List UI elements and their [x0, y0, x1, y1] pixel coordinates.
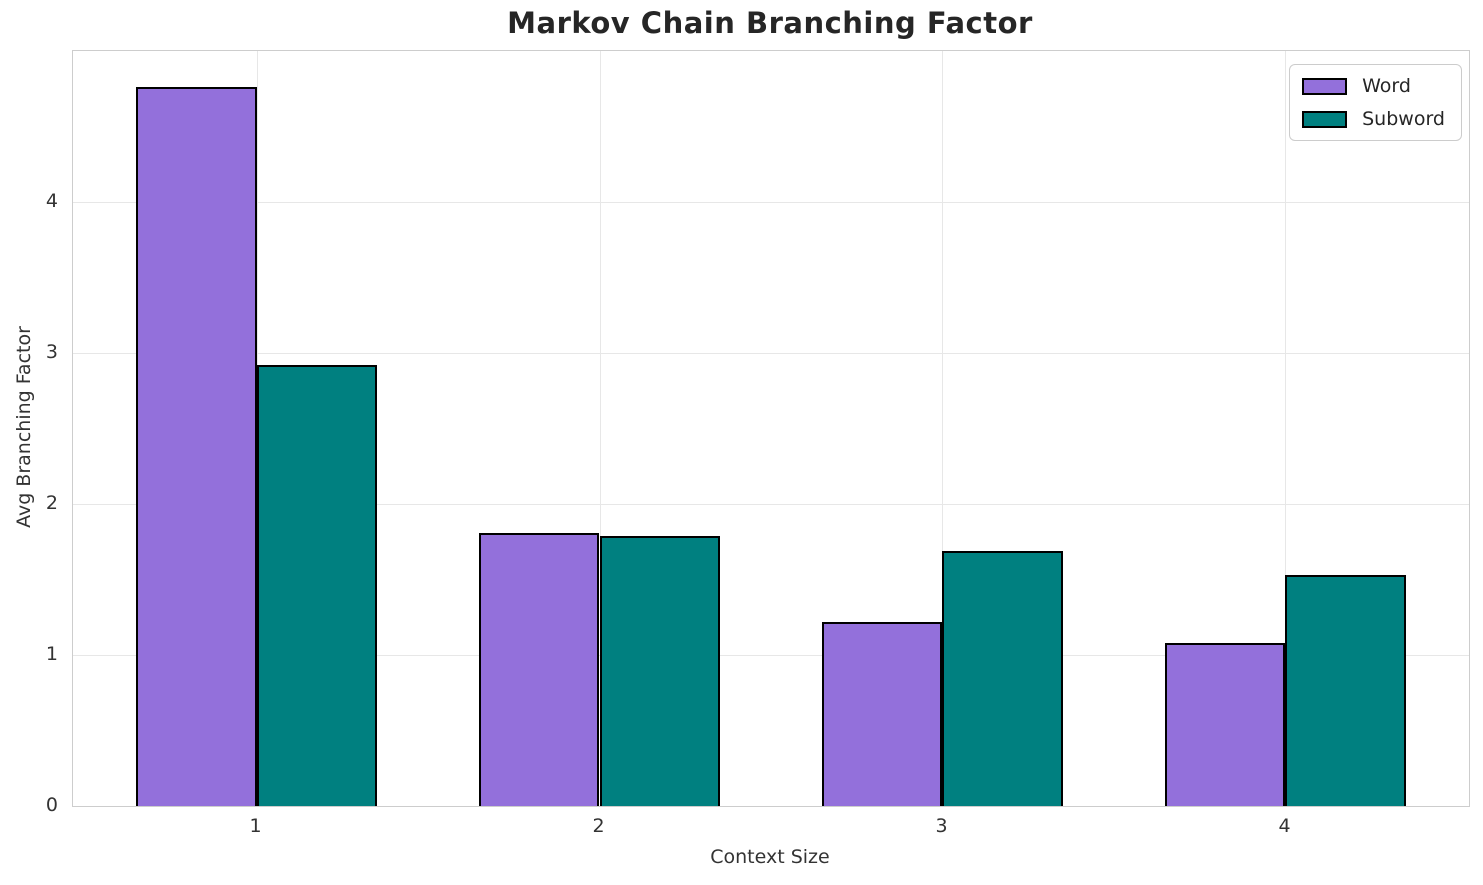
x-tick-1: 1 [249, 815, 262, 837]
gridline-x-4 [1285, 51, 1287, 806]
gridline-y-4 [73, 202, 1469, 203]
legend-swatch-word [1302, 77, 1348, 95]
bar-subword-2 [599, 535, 720, 806]
y-tick-4: 4 [45, 190, 58, 212]
legend-label-subword: Subword [1362, 108, 1445, 130]
bar-word-1 [136, 87, 257, 806]
chart-title: Markov Chain Branching Factor [507, 6, 1033, 40]
legend: Word Subword [1289, 64, 1462, 141]
bar-word-4 [1165, 642, 1286, 806]
legend-label-word: Word [1362, 75, 1411, 97]
legend-item-word: Word [1302, 74, 1449, 98]
plot-area: Word Subword [72, 50, 1470, 807]
legend-item-subword: Subword [1302, 107, 1449, 131]
gridline-y-1 [73, 655, 1469, 656]
bar-subword-4 [1285, 574, 1406, 806]
x-axis-label: Context Size [710, 846, 830, 868]
y-tick-2: 2 [45, 492, 58, 514]
gridline-y-3 [73, 353, 1469, 354]
legend-swatch-subword [1302, 110, 1348, 128]
x-tick-2: 2 [592, 815, 605, 837]
bar-word-3 [822, 621, 943, 806]
gridline-y-2 [73, 504, 1469, 505]
y-tick-1: 1 [45, 643, 58, 665]
bar-word-2 [479, 532, 600, 806]
bar-subword-1 [256, 365, 377, 806]
y-tick-3: 3 [45, 341, 58, 363]
gridline-x-3 [942, 51, 944, 806]
x-tick-4: 4 [1278, 815, 1291, 837]
x-tick-3: 3 [935, 815, 948, 837]
bar-subword-3 [942, 550, 1063, 806]
gridline-x-2 [599, 51, 601, 806]
y-tick-0: 0 [45, 794, 58, 816]
